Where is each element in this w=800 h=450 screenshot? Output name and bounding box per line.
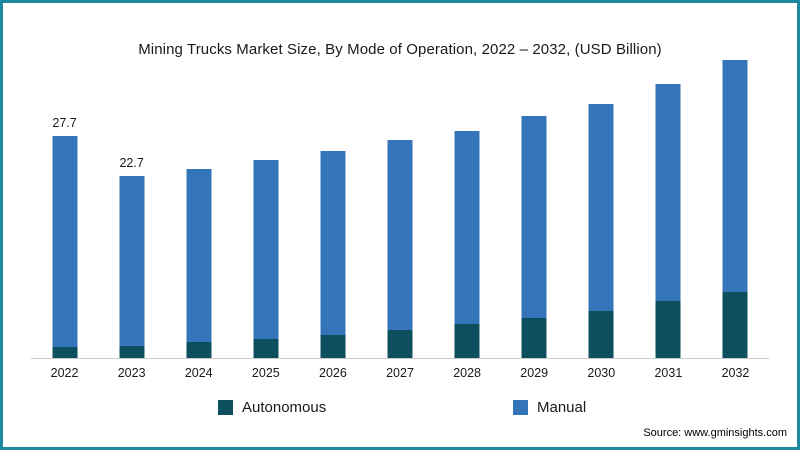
bar-2027-manual-segment xyxy=(387,139,413,330)
bar-2022-manual-segment xyxy=(52,136,78,347)
bar-2024-autonomous-segment xyxy=(186,342,212,358)
bar-slot-2031 xyxy=(635,58,702,358)
bar-2028-manual-segment xyxy=(454,130,480,325)
x-axis-label-2032: 2032 xyxy=(721,366,750,380)
bar-2023-autonomous-segment xyxy=(119,346,145,358)
bar-2028-autonomous-segment xyxy=(454,324,480,358)
source-text: Source: www.gminsights.com xyxy=(643,427,787,439)
bar-2030-manual-segment xyxy=(588,104,614,311)
bar-slot-2030 xyxy=(568,58,635,358)
x-axis-line xyxy=(31,358,769,359)
bar-2029-autonomous-segment xyxy=(521,318,547,358)
bar-slot-2022: 27.7 xyxy=(31,58,98,358)
bar-slot-2027 xyxy=(366,58,433,358)
data-label-2022: 27.7 xyxy=(52,116,77,131)
bar-2026-autonomous-segment xyxy=(320,334,346,358)
x-axis-label-2029: 2029 xyxy=(520,366,549,380)
x-axis-labels: 2022 2023 2024 2025 2026 2027 2028 2029 2030 2031… xyxy=(31,366,769,380)
bar-2023-manual-segment xyxy=(119,176,145,346)
chart-title: Mining Trucks Market Size, By Mode of Op… xyxy=(138,41,662,58)
bar-2031-manual-segment xyxy=(655,84,681,302)
plot-area: 27.7 22.7 xyxy=(31,58,769,358)
bar-2026-manual-segment xyxy=(320,150,346,335)
x-axis-label-2027: 2027 xyxy=(386,366,414,380)
bar-slot-2026 xyxy=(299,58,366,358)
legend-item-autonomous: Autonomous xyxy=(218,399,326,416)
bar-2023 xyxy=(119,176,145,358)
bar-2028 xyxy=(454,130,480,358)
bar-2025-manual-segment xyxy=(253,160,279,339)
bar-2031 xyxy=(655,84,681,358)
bar-2022 xyxy=(52,136,78,358)
legend-item-manual: Manual xyxy=(513,399,586,416)
bar-2025-autonomous-segment xyxy=(253,338,279,358)
bar-2024 xyxy=(186,169,212,358)
legend-marker-autonomous xyxy=(218,400,233,415)
bar-slot-2025 xyxy=(232,58,299,358)
plot-slots: 27.7 22.7 xyxy=(31,58,769,358)
bar-2029-manual-segment xyxy=(521,115,547,318)
bar-2022-autonomous-segment xyxy=(52,346,78,358)
legend-marker-manual xyxy=(513,400,528,415)
legend-label-autonomous: Autonomous xyxy=(242,399,327,416)
x-axis-label-2030: 2030 xyxy=(587,366,616,380)
data-label-2023: 22.7 xyxy=(119,156,144,171)
x-axis-label-2031: 2031 xyxy=(654,366,683,380)
bar-2030 xyxy=(588,104,614,358)
bar-slot-2024 xyxy=(165,58,232,358)
bar-2027 xyxy=(387,139,413,358)
x-axis-label-2024: 2024 xyxy=(184,366,213,380)
bar-2030-autonomous-segment xyxy=(588,310,614,358)
legend: Autonomous Manual xyxy=(3,399,797,421)
bar-2032-autonomous-segment xyxy=(722,291,748,358)
x-axis-label-2026: 2026 xyxy=(319,366,347,380)
bar-slot-2028 xyxy=(434,58,501,358)
x-axis-label-2022: 2022 xyxy=(50,366,79,380)
bar-2024-manual-segment xyxy=(186,169,212,342)
legend-label-manual: Manual xyxy=(537,399,587,416)
bar-2032 xyxy=(722,60,748,358)
bar-2029 xyxy=(521,115,547,358)
bar-2027-autonomous-segment xyxy=(387,330,413,358)
x-axis-label-2023: 2023 xyxy=(117,366,146,380)
bar-slot-2023: 22.7 xyxy=(98,58,165,358)
bar-2026 xyxy=(320,150,346,358)
bar-slot-2029 xyxy=(501,58,568,358)
x-axis-label-2025: 2025 xyxy=(251,366,280,380)
bar-2025 xyxy=(253,160,279,358)
x-axis-label-2028: 2028 xyxy=(453,366,482,380)
bar-slot-2032 xyxy=(702,58,769,358)
bar-2031-autonomous-segment xyxy=(655,301,681,358)
bar-2032-manual-segment xyxy=(722,60,748,292)
